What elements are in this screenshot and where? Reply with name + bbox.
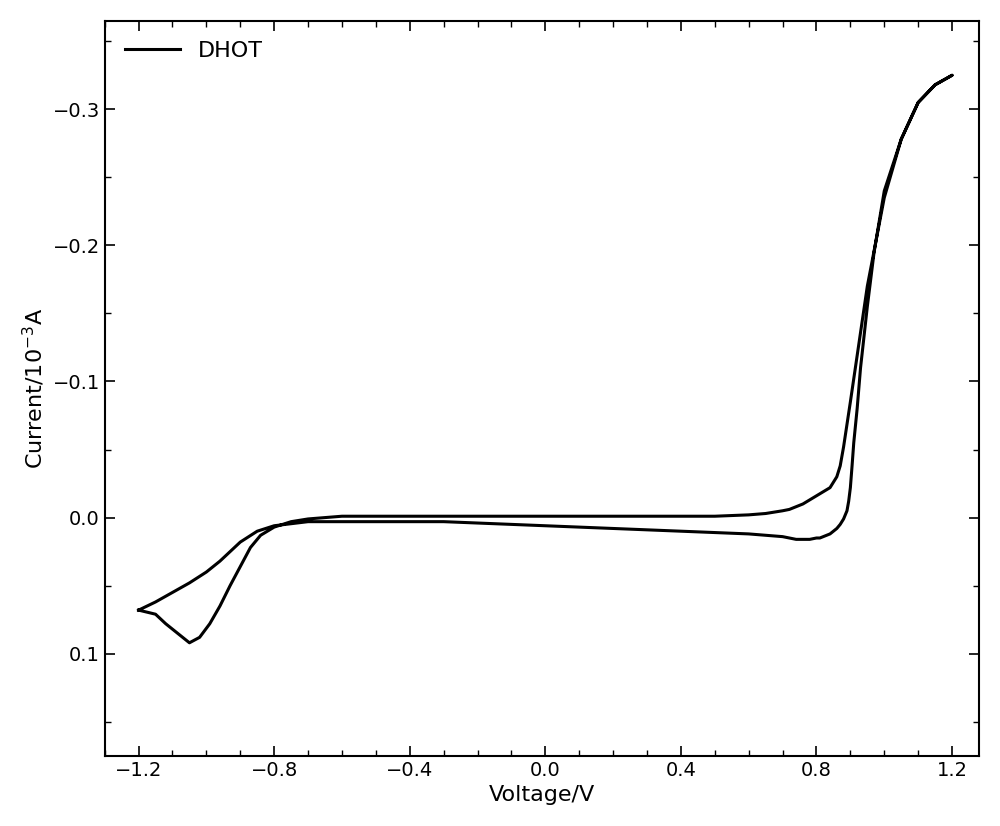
Y-axis label: Current/10$^{-3}$A: Current/10$^{-3}$A bbox=[21, 308, 47, 469]
DHOT bbox=[133, 605, 145, 615]
DHOT bbox=[133, 605, 145, 615]
Line: DHOT: DHOT bbox=[139, 75, 952, 643]
DHOT bbox=[946, 70, 958, 80]
DHOT bbox=[844, 482, 856, 492]
Legend: DHOT: DHOT bbox=[116, 32, 272, 69]
X-axis label: Voltage/V: Voltage/V bbox=[489, 786, 595, 805]
DHOT bbox=[183, 638, 195, 648]
DHOT bbox=[234, 537, 246, 547]
DHOT bbox=[777, 506, 789, 515]
DHOT bbox=[251, 526, 263, 536]
DHOT bbox=[302, 517, 314, 527]
DHOT bbox=[214, 556, 226, 566]
